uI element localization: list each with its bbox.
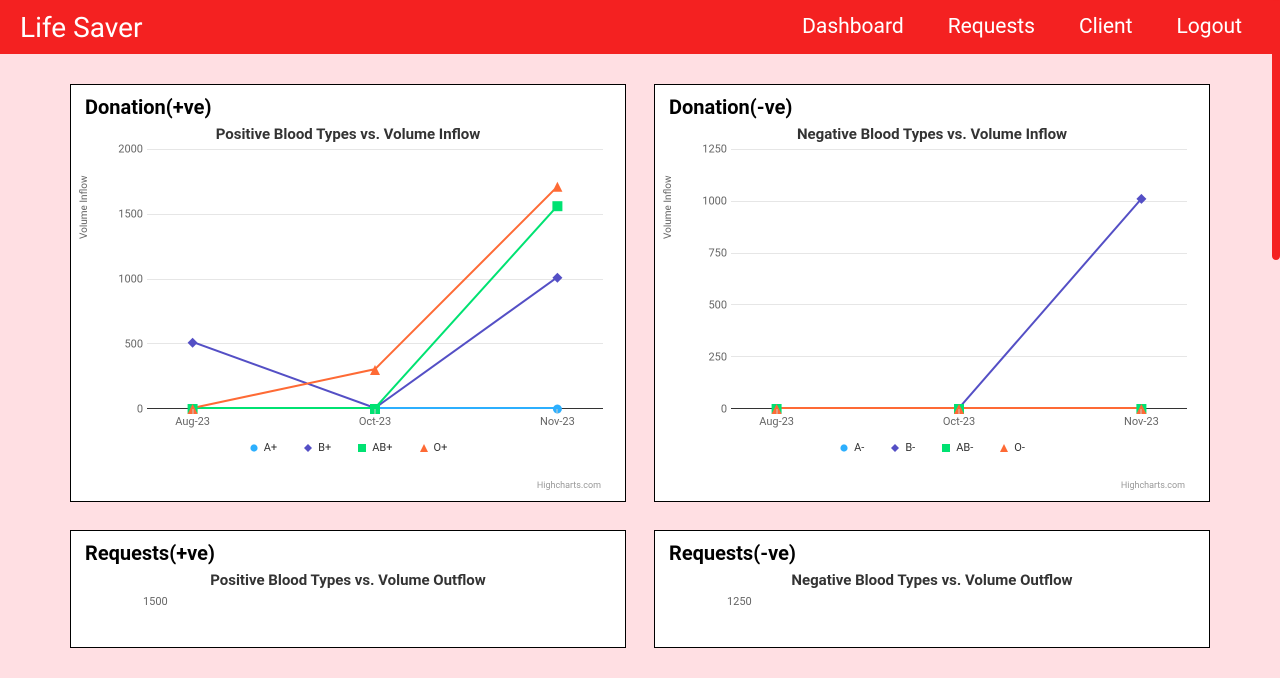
nav-dashboard[interactable]: Dashboard (802, 15, 904, 39)
legend-item[interactable]: A+ (249, 441, 277, 454)
y-tick-label: 1000 (99, 273, 143, 286)
y-tick-label: 500 (99, 338, 143, 351)
chart-title: Positive Blood Types vs. Volume Inflow (85, 125, 611, 143)
nav-links: Dashboard Requests Client Logout (802, 15, 1260, 39)
legend-item[interactable]: B+ (303, 441, 331, 454)
navbar: Life Saver Dashboard Requests Client Log… (0, 0, 1280, 54)
y-axis-label: Volume Inflow (663, 176, 674, 239)
y-tick-label: 2000 (99, 143, 143, 156)
legend-label: AB- (956, 441, 973, 454)
x-tick-label: Aug-23 (759, 415, 794, 428)
scrollbar-thumb[interactable] (1272, 0, 1280, 260)
y-axis-label: Volume Inflow (79, 176, 90, 239)
y-tick-label: 1500 (99, 208, 143, 221)
card-heading: Requests(+ve) (85, 541, 611, 565)
legend-item[interactable]: O+ (419, 441, 448, 454)
legend-item[interactable]: O- (999, 441, 1025, 454)
nav-logout[interactable]: Logout (1176, 15, 1242, 39)
legend-label: B+ (318, 441, 331, 454)
chart-plot: Volume Inflow0500100015002000 (85, 149, 611, 409)
card-requests_neg: Requests(-ve) Negative Blood Types vs. Vo… (654, 530, 1210, 648)
brand[interactable]: Life Saver (20, 11, 142, 44)
card-heading: Requests(-ve) (669, 541, 1195, 565)
legend-label: AB+ (372, 441, 392, 454)
x-tick-label: Nov-23 (540, 415, 575, 428)
legend-label: O- (1014, 441, 1025, 454)
y-tick-label: 0 (683, 403, 727, 416)
y-tick-label: 500 (683, 299, 727, 312)
x-tick-label: Aug-23 (175, 415, 210, 428)
legend-item[interactable]: AB+ (357, 441, 392, 454)
chart-credits[interactable]: Highcharts.com (1121, 481, 1185, 491)
x-tick-label: Oct-23 (943, 415, 975, 428)
card-requests_pos: Requests(+ve) Positive Blood Types vs. Vo… (70, 530, 626, 648)
y-tick-label: 0 (99, 403, 143, 416)
legend-item[interactable]: B- (890, 441, 915, 454)
x-tick-label: Oct-23 (359, 415, 391, 428)
y-tick-label: 1250 (683, 143, 727, 156)
legend-item[interactable]: A- (839, 441, 864, 454)
nav-client[interactable]: Client (1079, 15, 1132, 39)
y-tick-label: 1000 (683, 195, 727, 208)
card-heading: Donation(+ve) (85, 95, 611, 119)
y-tick-label: 1250 (727, 595, 752, 608)
card-donation_neg: Donation(-ve) Negative Blood Types vs. Vo… (654, 84, 1210, 502)
legend-item[interactable]: AB- (941, 441, 973, 454)
chart-credits[interactable]: Highcharts.com (537, 481, 601, 491)
legend-label: B- (905, 441, 915, 454)
x-tick-label: Nov-23 (1124, 415, 1159, 428)
chart-legend: A- B- AB- O- (669, 441, 1195, 454)
card-heading: Donation(-ve) (669, 95, 1195, 119)
legend-label: A- (854, 441, 864, 454)
dashboard-grid: Donation(+ve) Positive Blood Types vs. Vo… (0, 54, 1280, 678)
legend-label: A+ (264, 441, 277, 454)
chart-title: Negative Blood Types vs. Volume Outflow (669, 571, 1195, 589)
chart-title: Positive Blood Types vs. Volume Outflow (85, 571, 611, 589)
scrollbar-track[interactable] (1272, 0, 1280, 654)
chart-title: Negative Blood Types vs. Volume Inflow (669, 125, 1195, 143)
legend-label: O+ (434, 441, 448, 454)
y-tick-label: 750 (683, 247, 727, 260)
y-tick-label: 250 (683, 351, 727, 364)
y-tick-label: 1500 (143, 595, 168, 608)
nav-requests[interactable]: Requests (948, 15, 1035, 39)
chart-legend: A+ B+ AB+ O+ (85, 441, 611, 454)
chart-plot: Volume Inflow025050075010001250 (669, 149, 1195, 409)
card-donation_pos: Donation(+ve) Positive Blood Types vs. Vo… (70, 84, 626, 502)
